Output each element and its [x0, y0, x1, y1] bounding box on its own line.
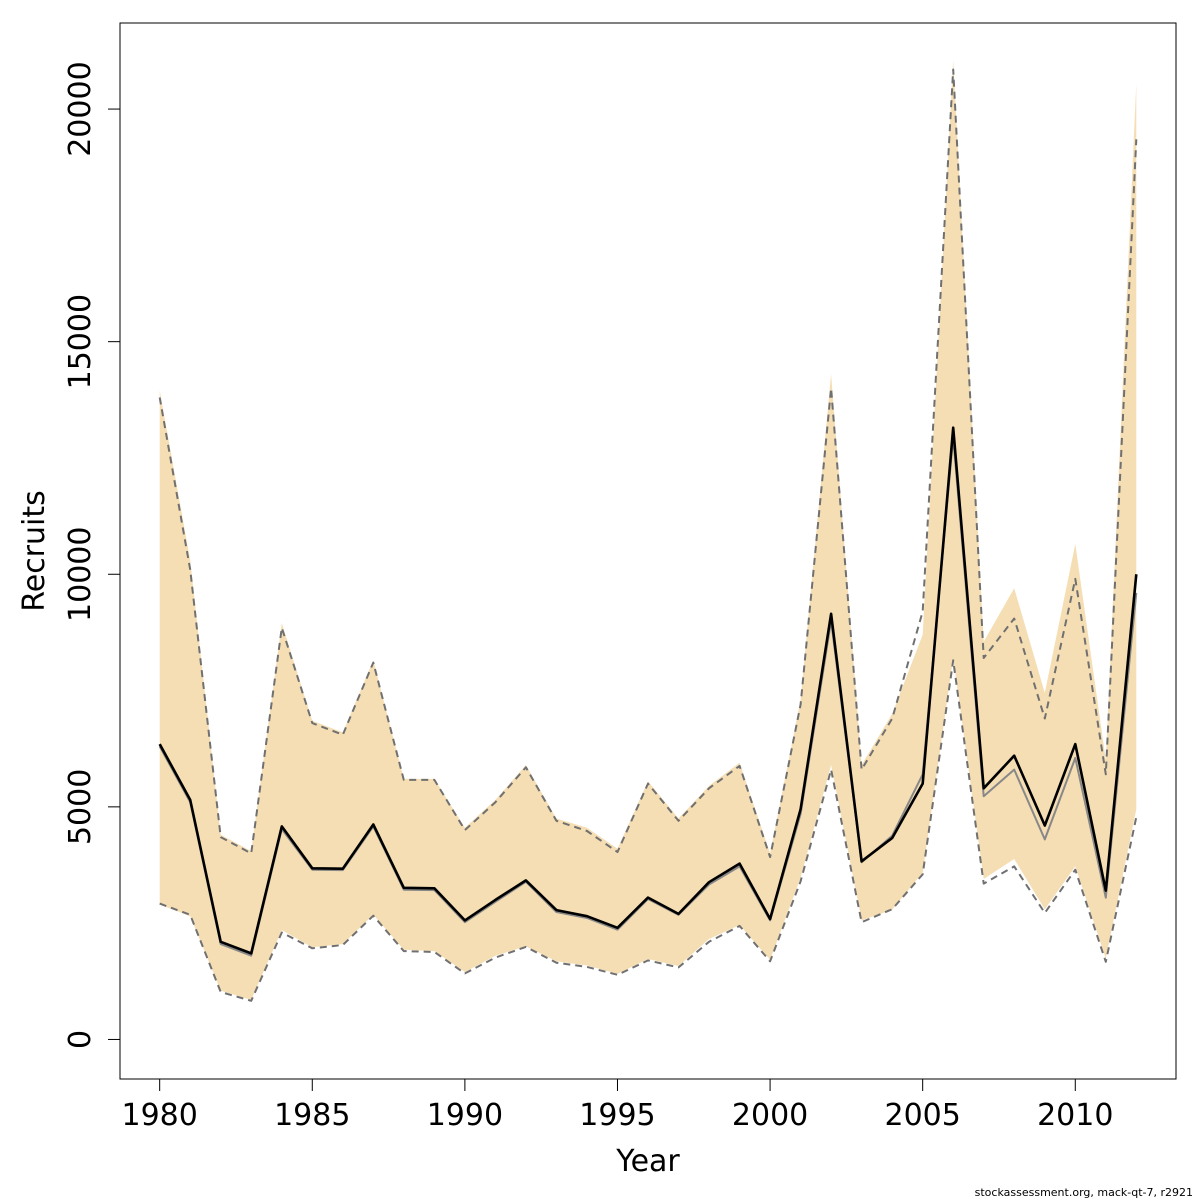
- y-axis-title: Recruits: [17, 490, 52, 612]
- confidence-band: [159, 60, 1137, 1000]
- upper-dashed-line: [158, 68, 1138, 859]
- x-axis-title: Year: [615, 1144, 680, 1179]
- y-tick-label: 0: [63, 1030, 98, 1049]
- y-axis: 0 5000 10000 15000 20000: [63, 61, 121, 1049]
- x-tick-label: 2000: [732, 1098, 808, 1133]
- x-tick-label: 1990: [427, 1098, 503, 1133]
- series-layer: [158, 68, 1138, 1002]
- x-tick-label: 2010: [1037, 1098, 1113, 1133]
- x-axis: 1980 1985 1990 1995 2000 2005 2010: [121, 1078, 1113, 1133]
- x-tick-label: 1985: [274, 1098, 350, 1133]
- x-tick-label: 1995: [579, 1098, 655, 1133]
- lower-dashed-line: [159, 659, 1138, 1002]
- y-tick-label: 5000: [63, 769, 98, 845]
- estimate-line: [158, 426, 1138, 955]
- x-tick-label: 2005: [885, 1098, 961, 1133]
- confidence-band-layer: [159, 60, 1137, 1000]
- credit-text: stockassessment.org, mack-qt-7, r2921: [975, 1186, 1193, 1199]
- y-tick-label: 10000: [63, 527, 98, 622]
- y-tick-label: 15000: [63, 294, 98, 389]
- y-tick-label: 20000: [63, 61, 98, 156]
- x-tick-label: 1980: [121, 1098, 197, 1133]
